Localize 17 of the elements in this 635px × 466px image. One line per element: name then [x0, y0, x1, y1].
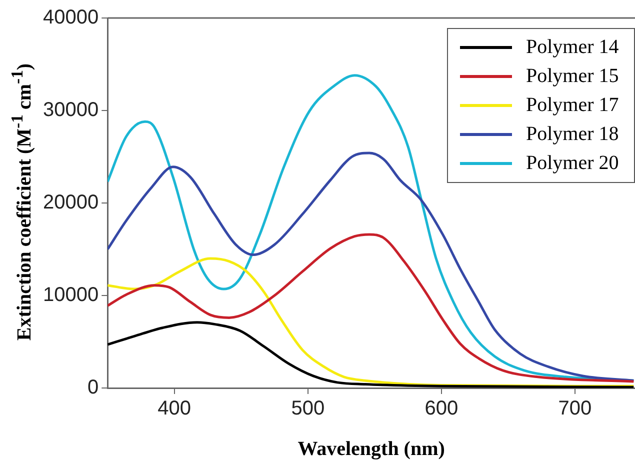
x-tick-label: 700: [558, 398, 592, 420]
y-tick-label: 0: [87, 376, 99, 399]
y-tick-label: 40000: [42, 6, 99, 29]
line-series: [108, 233, 635, 383]
x-axis-title: Wavelength (nm): [298, 438, 445, 460]
y-tick-label: 10000: [42, 284, 99, 306]
y-tick-label: 30000: [42, 99, 99, 122]
y-tick-label: 20000: [42, 192, 99, 214]
x-tick-label: 600: [424, 398, 458, 420]
x-tick-label: 400: [158, 398, 192, 420]
line-series: [108, 152, 635, 382]
legend-label: Polymer 15: [526, 65, 619, 88]
legend-label: Polymer 14: [526, 36, 619, 59]
legend-label: Polymer 17: [526, 94, 619, 117]
legend-label: Polymer 18: [526, 123, 619, 146]
x-tick-label: 500: [291, 398, 325, 420]
legend-label: Polymer 20: [526, 152, 619, 175]
